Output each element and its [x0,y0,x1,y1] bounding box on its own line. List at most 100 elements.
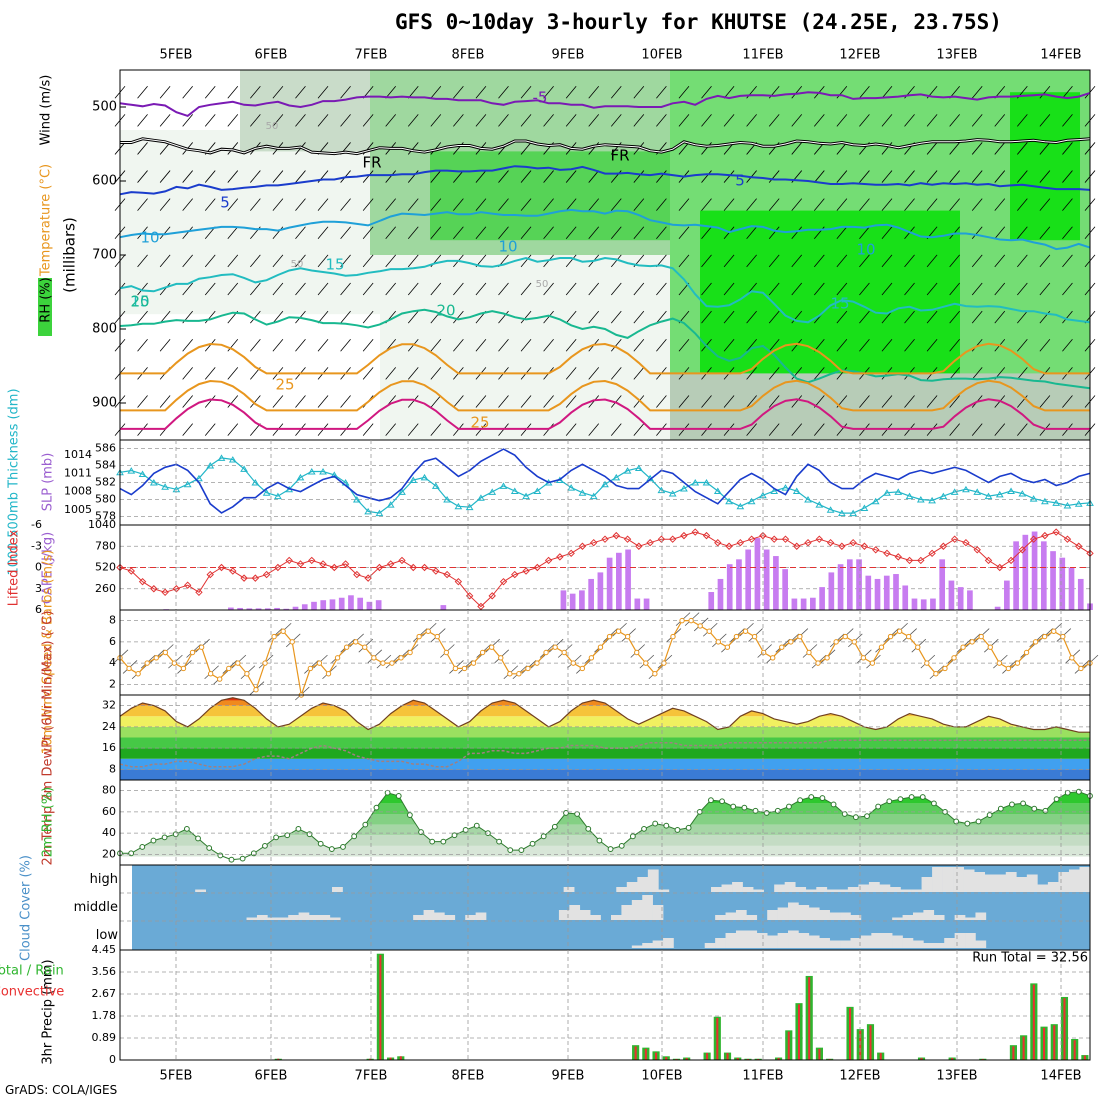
contour-label: 20 [130,293,149,311]
wind-speed-marker [987,644,993,650]
wind-barb-icon [746,367,757,380]
wind-barb-icon [701,395,712,408]
cloud-level-label: high [90,872,118,887]
rh-marker [830,801,837,808]
cloud-bar [900,889,912,892]
cloud-bar [413,915,424,920]
wind-speed-marker [652,671,658,677]
wind-barb-icon [159,114,171,127]
wind-barb-icon [159,310,171,324]
thickness-marker [680,484,688,492]
thickness-marker [928,496,936,504]
wind-barb-icon [543,395,554,408]
precip-convective-bar [736,1058,739,1060]
cloud-bar [1037,884,1049,892]
wind-barb-icon [543,114,554,127]
wind-barb-icon [881,254,893,268]
thickness-marker [465,503,474,511]
wind-barb-icon [746,339,757,352]
wind-barb-icon [1017,170,1028,183]
rh-marker [540,833,547,840]
wind-barb-icon [475,114,487,127]
rh-band [120,791,1090,793]
temp-band-group [120,697,1090,780]
rh-legend-swatch [38,278,52,336]
precip-convective-bar [726,1053,729,1060]
wind-barb-icon [295,226,306,240]
lifted-index-marker [612,531,620,540]
precip-convective-bar [716,1017,719,1060]
wind-barb-icon [610,114,622,127]
cloud-bar [647,869,659,892]
lifted-index-marker [522,567,530,575]
wind-barb-icon [633,423,645,436]
wind-barb-icon [971,170,983,183]
lifted-index-marker [229,567,237,575]
cape-bar [329,599,336,610]
precip-tick-label: 3.56 [92,965,117,978]
wind-barb-icon [859,310,870,324]
wind-barb-icon [250,170,261,183]
wind-speed-marker [915,644,921,650]
wind-barb-icon [159,85,171,99]
cloud-bar [826,889,838,892]
wind-barb-icon [949,254,960,268]
wind-barb-icon [836,170,848,183]
lifted-index-tick-label: 6 [35,603,42,616]
thickness-marker [533,487,542,494]
cape-bar [634,598,641,610]
rh-marker [752,807,759,814]
precip-convective-bar [1012,1046,1015,1060]
thickness-marker [127,467,136,474]
rh-marker [440,838,447,845]
wind-barb-icon [723,339,735,352]
cloud-bar [808,935,820,948]
rh-legend-label: RH (%) [39,277,54,322]
cape-axis-label: CAPE (J/kg) [41,532,56,604]
rh-marker [574,811,581,817]
bottom-date-label: 11FEB [742,1069,783,1084]
temp-axis-label: 2m Temp 2m DewPt (6hr Min/Max) (°C) [41,611,56,866]
lifted-index-marker [544,556,553,565]
wind-barb-icon [159,339,171,352]
thickness-tick-label: 580 [95,493,116,506]
wind-speed-marker [325,671,332,677]
lifted-index-marker [1029,535,1038,543]
wind-speed-marker [1032,639,1039,645]
wind-barb-icon [137,170,148,183]
wind-barb-icon [565,254,577,268]
slp-tick-label: 1014 [64,448,92,461]
cloud-bar [711,887,722,892]
wind-barb-icon [1039,226,1051,240]
rh-marker [373,804,380,811]
wind-barb-icon [633,310,645,324]
wind-barb-icon [340,282,351,296]
wind-barb-icon [453,170,464,183]
wind-barb-icon [204,170,216,183]
cloud-bar [975,940,987,948]
cloud-bar [963,869,975,892]
wind-barb-icon [520,395,532,408]
wind-barb-icon [137,395,148,408]
wind-barb-icon [498,310,509,324]
thickness-marker [319,467,327,475]
precip-tick-label: 2.67 [92,987,117,1000]
thickness-marker [386,501,395,508]
wind-barb-icon [859,395,870,408]
cloud-bar [777,933,789,948]
wind-speed-marker [1005,665,1012,672]
wind-speed-marker [289,639,295,645]
thickness-marker [217,454,226,461]
slp-axis-label: SLP (mb) [41,453,56,512]
wind-speed-marker [779,644,785,650]
thickness-marker [296,473,305,481]
wind-barb-icon [926,114,938,127]
wind-barb-icon [272,310,284,324]
thickness-marker [781,484,790,491]
lifted-index-marker [251,574,260,582]
wind-speed-marker [416,633,422,640]
wind-speed-marker [343,644,350,650]
slp-line [119,448,1091,514]
wind-barb-icon [768,226,780,240]
wind-barb-icon [678,254,690,268]
